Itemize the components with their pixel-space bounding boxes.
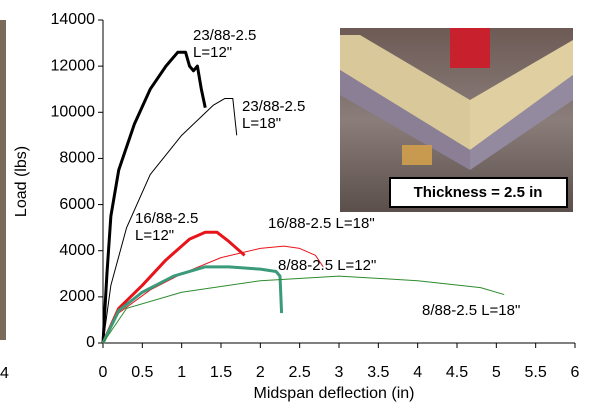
y-tick-label: 6000	[59, 196, 95, 213]
x-tick-label: 4	[413, 364, 422, 381]
series-label: 23/88-2.5 L=12"	[193, 27, 257, 61]
y-tick-label: 8000	[59, 150, 95, 167]
x-tick-label: 2.5	[289, 364, 311, 381]
cropped-text: 4	[0, 365, 9, 382]
y-tick-label: 4000	[59, 242, 95, 259]
series-line	[102, 245, 324, 344]
series-line	[101, 50, 207, 344]
inset-photo: Thickness = 2.5 in	[340, 28, 573, 212]
series-label: 8/88-2.5 L=18"	[422, 302, 521, 319]
x-tick-label: 1	[177, 364, 186, 381]
x-tick-label: 4.5	[446, 364, 468, 381]
cropped-photo-edge	[0, 20, 6, 340]
y-tick-label: 12000	[51, 57, 96, 74]
inset-label: Thickness = 2.5 in	[414, 184, 543, 201]
y-tick-label: 2000	[59, 288, 95, 305]
series-label: 16/88-2.5 L=12"	[135, 210, 199, 244]
y-tick-label: 14000	[51, 11, 96, 28]
x-tick-label: 0	[99, 364, 108, 381]
y-axis-label: Load (lbs)	[13, 146, 30, 217]
series-line	[101, 265, 284, 344]
x-tick-label: 0.5	[131, 364, 153, 381]
series-line	[102, 97, 238, 344]
x-tick-label: 5.5	[525, 364, 547, 381]
series-label: 8/88-2.5 L=12"	[278, 257, 377, 274]
series-line	[102, 275, 505, 344]
x-tick-label: 1.5	[210, 364, 232, 381]
y-tick-label: 10000	[51, 104, 96, 121]
x-tick-label: 3	[335, 364, 344, 381]
x-tick-label: 2	[256, 364, 265, 381]
x-axis-label: Midspan deflection (in)	[254, 385, 415, 402]
x-tick-label: 3.5	[367, 364, 389, 381]
y-tick-label: 0	[86, 334, 95, 351]
x-tick-label: 5	[492, 364, 501, 381]
series-label: 23/88-2.5 L=18"	[242, 98, 306, 132]
series-line	[101, 230, 246, 344]
x-tick-label: 6	[571, 364, 580, 381]
series-label: 16/88-2.5 L=18"	[268, 215, 375, 232]
